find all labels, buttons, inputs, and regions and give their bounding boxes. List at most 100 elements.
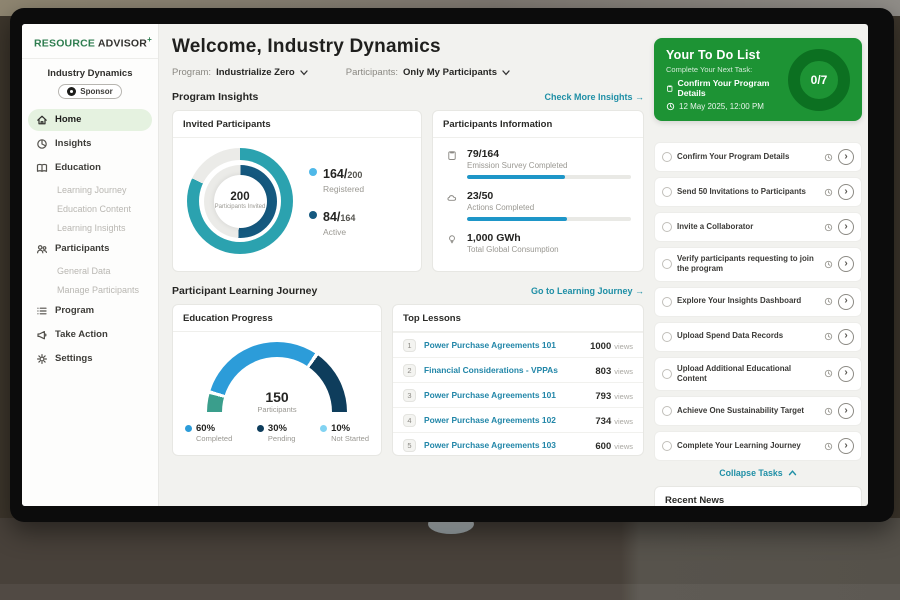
task-go-button[interactable]: › (838, 365, 854, 382)
program-select[interactable]: Program: Industrialize Zero (172, 67, 308, 78)
task-row-5[interactable]: Explore Your Insights Dashboard › (654, 286, 862, 317)
sidebar-item-general-data[interactable]: General Data (57, 265, 111, 276)
dashboard-screen: RESOURCE ADVISOR+ Industry Dynamics Spon… (22, 24, 868, 506)
sponsor-badge[interactable]: Sponsor (58, 83, 122, 99)
gear-icon (37, 353, 47, 364)
home-icon (37, 115, 47, 124)
book-icon (36, 163, 48, 172)
arrow-right-icon: → (635, 92, 644, 102)
task-row-3[interactable]: Invite a Collaborator › (654, 212, 862, 242)
legend-pending: 30% Pending (256, 423, 295, 443)
insights-icon (37, 138, 47, 149)
participants-select[interactable]: Participants: Only My Participants (346, 67, 510, 78)
card-title: Participants Information (433, 111, 643, 138)
sidebar-item-settings[interactable]: Settings (28, 348, 152, 370)
people-icon (37, 244, 47, 253)
legend-not-started: 10% Not Started (320, 423, 369, 443)
task-go-button[interactable]: › (838, 293, 854, 310)
sidebar-item-insights[interactable]: Insights (28, 133, 152, 155)
lesson-row-3[interactable]: 3 Power Purchase Agreements 101 793 views (393, 382, 643, 407)
info-row-emission: 79/164 Emission Survey Completed (445, 148, 631, 179)
legend-dot (256, 425, 264, 432)
clock-icon (824, 260, 833, 268)
legend-dot (320, 425, 328, 432)
sidebar-item-take-action[interactable]: Take Action (28, 324, 152, 346)
task-row-9[interactable]: Complete Your Learning Journey › (654, 431, 862, 462)
lesson-row-5[interactable]: 5 Power Purchase Agreements 103 600 views (393, 432, 643, 455)
clock-icon (824, 297, 833, 306)
task-go-button[interactable]: › (838, 403, 854, 420)
cloud-icon (447, 195, 457, 201)
collapse-tasks-link[interactable]: Collapse Tasks (654, 468, 862, 478)
clock-icon (824, 442, 833, 450)
task-row-1[interactable]: Confirm Your Program Details › (654, 142, 862, 172)
task-row-6[interactable]: Upload Spend Data Records › (654, 321, 862, 352)
clock-icon (824, 188, 833, 196)
task-checkbox[interactable] (662, 406, 672, 417)
task-checkbox[interactable] (662, 187, 672, 197)
task-checkbox[interactable] (662, 152, 672, 162)
task-row-2[interactable]: Send 50 Invitations to Participants › (654, 177, 862, 207)
sidebar-item-learning-journey[interactable]: Learning Journey (57, 184, 127, 195)
info-row-consumption: 1,000 GWh Total Global Consumption (445, 232, 631, 254)
sidebar-item-program[interactable]: Program (28, 300, 152, 322)
main-content: Welcome, Industry Dynamics Program: Indu… (159, 24, 654, 506)
task-row-7[interactable]: Upload Additional Educational Content › (654, 356, 862, 392)
donut-center-label: Participants Invited (214, 203, 266, 210)
sidebar-item-education-content[interactable]: Education Content (57, 203, 132, 214)
task-go-button[interactable]: › (838, 184, 854, 200)
chevron-up-icon (788, 470, 796, 476)
todo-subtitle: Complete Your Next Task: (666, 65, 753, 74)
todo-title: Your To Do List (666, 48, 761, 62)
rank-badge: 4 (403, 413, 416, 427)
clock-icon (824, 153, 833, 161)
gauge-center-label: Participants (257, 405, 297, 414)
sidebar-item-education[interactable]: Education (28, 157, 152, 179)
sidebar: RESOURCE ADVISOR+ Industry Dynamics Spon… (22, 24, 159, 506)
task-checkbox[interactable] (662, 222, 672, 232)
rank-badge: 1 (403, 338, 416, 352)
clock-icon (824, 407, 833, 415)
todo-panel: Your To Do List Complete Your Next Task:… (654, 24, 868, 506)
gauge-center-value: 150 (265, 389, 289, 405)
page-title: Welcome, Industry Dynamics (172, 36, 441, 57)
list-icon (37, 307, 47, 314)
actions-progress-bar (467, 217, 631, 221)
lesson-row-1[interactable]: 1 Power Purchase Agreements 101 1000 view… (393, 332, 643, 357)
section-title-program-insights: Program Insights (172, 91, 259, 103)
sponsor-icon (67, 86, 77, 96)
task-go-button[interactable]: › (838, 149, 854, 165)
task-row-8[interactable]: Achieve One Sustainability Target › (654, 396, 862, 427)
task-checkbox[interactable] (662, 368, 672, 379)
clock-icon (824, 223, 833, 231)
rank-badge: 3 (403, 388, 416, 402)
participants-information-card: Participants Information 79/164 Emission… (432, 110, 644, 272)
invited-participants-card: Invited Participants 200 Participants In… (172, 110, 422, 272)
card-title: Invited Participants (173, 111, 421, 138)
sidebar-item-participants[interactable]: Participants (28, 238, 152, 260)
sidebar-item-home[interactable]: Home (28, 108, 152, 131)
task-go-button[interactable]: › (838, 438, 854, 455)
clipboard-icon (448, 151, 456, 160)
arrow-right-icon: → (635, 286, 644, 296)
task-go-button[interactable]: › (838, 219, 854, 235)
todo-progress-value: 0/7 (810, 72, 828, 87)
clock-icon (666, 102, 675, 111)
task-checkbox[interactable] (662, 259, 672, 270)
task-row-4[interactable]: Verify participants requesting to join t… (654, 247, 862, 282)
go-to-learning-journey-link[interactable]: Go to Learning Journey → (530, 286, 644, 296)
section-title-learning-journey: Participant Learning Journey (172, 285, 318, 297)
lesson-row-2[interactable]: 2 Financial Considerations - VPPAs 803 vi… (393, 357, 643, 382)
task-go-button[interactable]: › (838, 256, 854, 273)
sidebar-item-manage-participants[interactable]: Manage Participants (57, 284, 140, 295)
sidebar-item-learning-insights[interactable]: Learning Insights (57, 222, 126, 233)
task-checkbox[interactable] (662, 331, 672, 342)
task-go-button[interactable]: › (838, 328, 854, 345)
lesson-row-4[interactable]: 4 Power Purchase Agreements 102 734 views (393, 407, 643, 432)
task-checkbox[interactable] (662, 441, 672, 452)
task-checkbox[interactable] (662, 296, 672, 307)
todo-summary-card: Your To Do List Complete Your Next Task:… (654, 38, 862, 121)
clock-icon (824, 332, 833, 341)
check-more-insights-link[interactable]: Check More Insights → (544, 92, 644, 102)
org-name: Industry Dynamics (47, 67, 133, 79)
